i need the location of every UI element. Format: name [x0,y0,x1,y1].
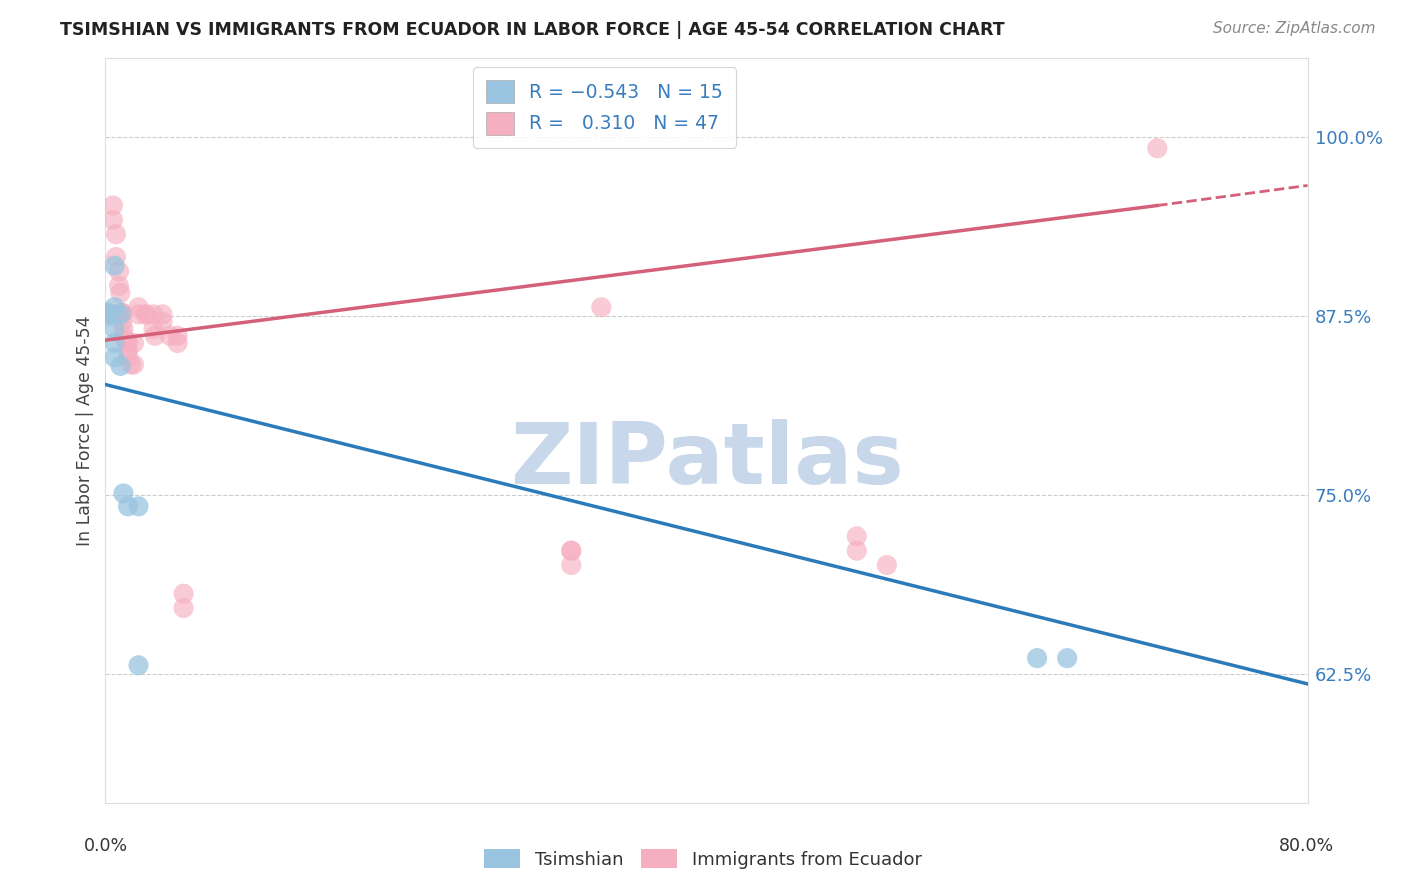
Point [104,227,127,242]
Point [117,500,139,514]
Text: 80.0%: 80.0% [1278,837,1334,855]
Point [135,307,157,321]
Text: ZIPatlas: ZIPatlas [509,418,904,501]
Point [142,307,165,321]
Point [96,306,118,320]
Point [104,250,127,264]
Point [128,307,150,321]
Point [166,336,188,351]
Point [110,285,132,300]
Point [111,306,134,320]
Text: TSIMSHIAN VS IMMIGRANTS FROM ECUADOR IN LABOR FORCE | AGE 45-54 CORRELATION CHAR: TSIMSHIAN VS IMMIGRANTS FROM ECUADOR IN … [60,21,1005,38]
Point [103,336,125,351]
Point [560,558,582,572]
Text: 0.0%: 0.0% [83,837,128,855]
Point [122,336,145,351]
Legend: R = −0.543   N = 15, R =   0.310   N = 47: R = −0.543 N = 15, R = 0.310 N = 47 [472,68,735,148]
Point [103,351,125,365]
Point [173,601,195,615]
Point [110,359,132,373]
Point [101,212,124,227]
Point [152,307,174,321]
Point [128,300,150,314]
Point [1026,651,1049,665]
Point [103,300,125,314]
Point [117,343,139,358]
Point [166,329,188,343]
Point [115,334,138,349]
Point [876,558,898,572]
Point [120,358,142,372]
Point [97,306,120,320]
Point [96,306,118,320]
Point [128,658,150,673]
Point [108,264,131,278]
Legend: Tsimshian, Immigrants from Ecuador: Tsimshian, Immigrants from Ecuador [477,842,929,876]
Point [122,358,145,372]
Point [110,306,132,320]
Point [173,587,195,601]
Point [128,500,150,514]
Point [96,306,118,320]
Point [111,306,134,320]
Point [845,529,868,543]
Point [103,259,125,273]
Point [117,351,139,365]
Point [143,329,166,343]
Point [845,543,868,558]
Point [152,314,174,328]
Point [101,198,124,212]
Point [112,486,135,500]
Point [111,314,134,328]
Point [135,307,157,321]
Point [1056,651,1078,665]
Point [142,321,165,335]
Point [112,329,135,343]
Point [103,321,125,335]
Point [560,543,582,558]
Point [111,306,134,320]
Point [110,307,132,321]
Point [117,336,139,351]
Point [112,321,135,335]
Point [591,300,613,314]
Text: Source: ZipAtlas.com: Source: ZipAtlas.com [1212,21,1375,36]
Point [97,309,120,323]
Point [115,334,138,349]
Y-axis label: In Labor Force | Age 45-54: In Labor Force | Age 45-54 [76,315,94,546]
Point [108,278,131,293]
Point [159,329,181,343]
Point [1146,141,1168,155]
Point [560,543,582,558]
